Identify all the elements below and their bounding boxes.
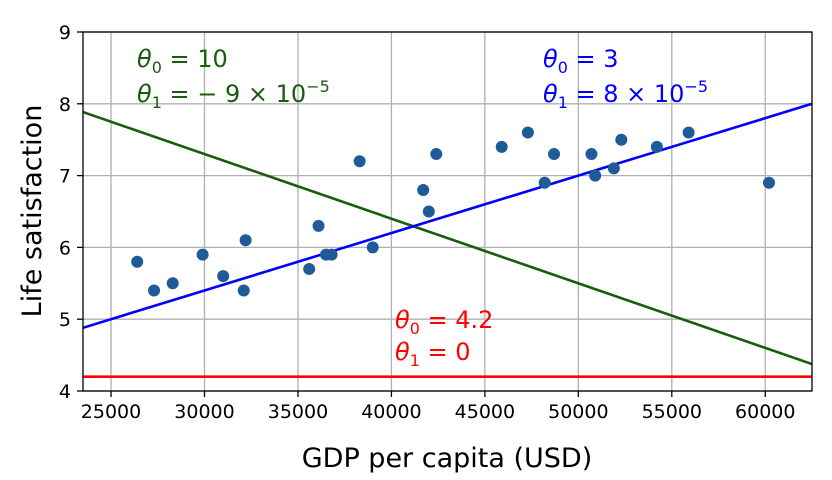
data-point bbox=[430, 148, 443, 161]
data-point bbox=[763, 176, 776, 189]
x-tick-label: 25000 bbox=[81, 401, 141, 423]
data-point bbox=[325, 248, 338, 261]
data-points bbox=[131, 126, 776, 297]
data-point bbox=[366, 241, 379, 254]
data-point bbox=[303, 262, 316, 275]
data-point bbox=[548, 148, 561, 161]
data-point bbox=[131, 255, 144, 268]
data-point bbox=[196, 248, 209, 261]
y-axis-label: Life satisfaction bbox=[17, 105, 48, 318]
annotation-blue-theta0: θ0 = 3 bbox=[543, 45, 619, 77]
x-tick-label: 40000 bbox=[361, 401, 421, 423]
annotation-green-theta0: θ0 = 10 bbox=[137, 45, 228, 77]
data-point bbox=[166, 277, 179, 290]
data-point bbox=[521, 126, 534, 139]
y-tick-label: 8 bbox=[59, 94, 71, 116]
x-tick-label: 55000 bbox=[642, 401, 702, 423]
data-point bbox=[650, 140, 663, 153]
annotation-red-theta1: θ1 = 0 bbox=[395, 338, 471, 370]
y-tick-label: 7 bbox=[59, 166, 71, 188]
data-point bbox=[312, 219, 325, 232]
x-tick-label: 50000 bbox=[548, 401, 608, 423]
data-point bbox=[495, 140, 508, 153]
data-point bbox=[589, 169, 602, 182]
plot-frame bbox=[82, 31, 813, 392]
blue-model-line bbox=[82, 102, 813, 330]
x-tick-label: 35000 bbox=[268, 401, 328, 423]
data-point bbox=[353, 155, 366, 168]
data-point bbox=[682, 126, 695, 139]
axis-ticks: 25000 30000 35000 40000 45000 50000 55000 60000… bbox=[59, 22, 796, 423]
data-point bbox=[148, 284, 161, 297]
annotation-green-line: θ0 = 10 θ1 = − 9 × 10−5 bbox=[137, 45, 330, 112]
y-tick-label: 6 bbox=[59, 237, 71, 259]
annotation-blue-theta1: θ1 = 8 × 10−5 bbox=[543, 77, 708, 112]
data-point bbox=[237, 284, 250, 297]
x-tick-label: 45000 bbox=[455, 401, 515, 423]
x-tick-label: 30000 bbox=[174, 401, 234, 423]
data-point bbox=[417, 183, 430, 196]
data-point bbox=[585, 148, 598, 161]
data-point bbox=[607, 162, 620, 175]
annotation-red-line: θ0 = 4.2 θ1 = 0 bbox=[395, 306, 493, 370]
data-point bbox=[538, 176, 551, 189]
x-tick-label: 60000 bbox=[735, 401, 795, 423]
y-tick-label: 4 bbox=[59, 381, 71, 403]
green-model-line bbox=[82, 110, 813, 366]
data-point bbox=[217, 270, 230, 283]
data-point bbox=[422, 205, 435, 218]
data-point bbox=[239, 234, 252, 247]
data-point bbox=[615, 133, 628, 146]
annotation-green-theta1: θ1 = − 9 × 10−5 bbox=[137, 77, 330, 112]
y-tick-label: 9 bbox=[59, 22, 71, 44]
model-lines bbox=[82, 102, 813, 378]
annotation-blue-line: θ0 = 3 θ1 = 8 × 10−5 bbox=[543, 45, 708, 112]
annotation-red-theta0: θ0 = 4.2 bbox=[395, 306, 493, 338]
x-axis-label: GDP per capita (USD) bbox=[302, 443, 593, 474]
y-tick-label: 5 bbox=[59, 309, 71, 331]
